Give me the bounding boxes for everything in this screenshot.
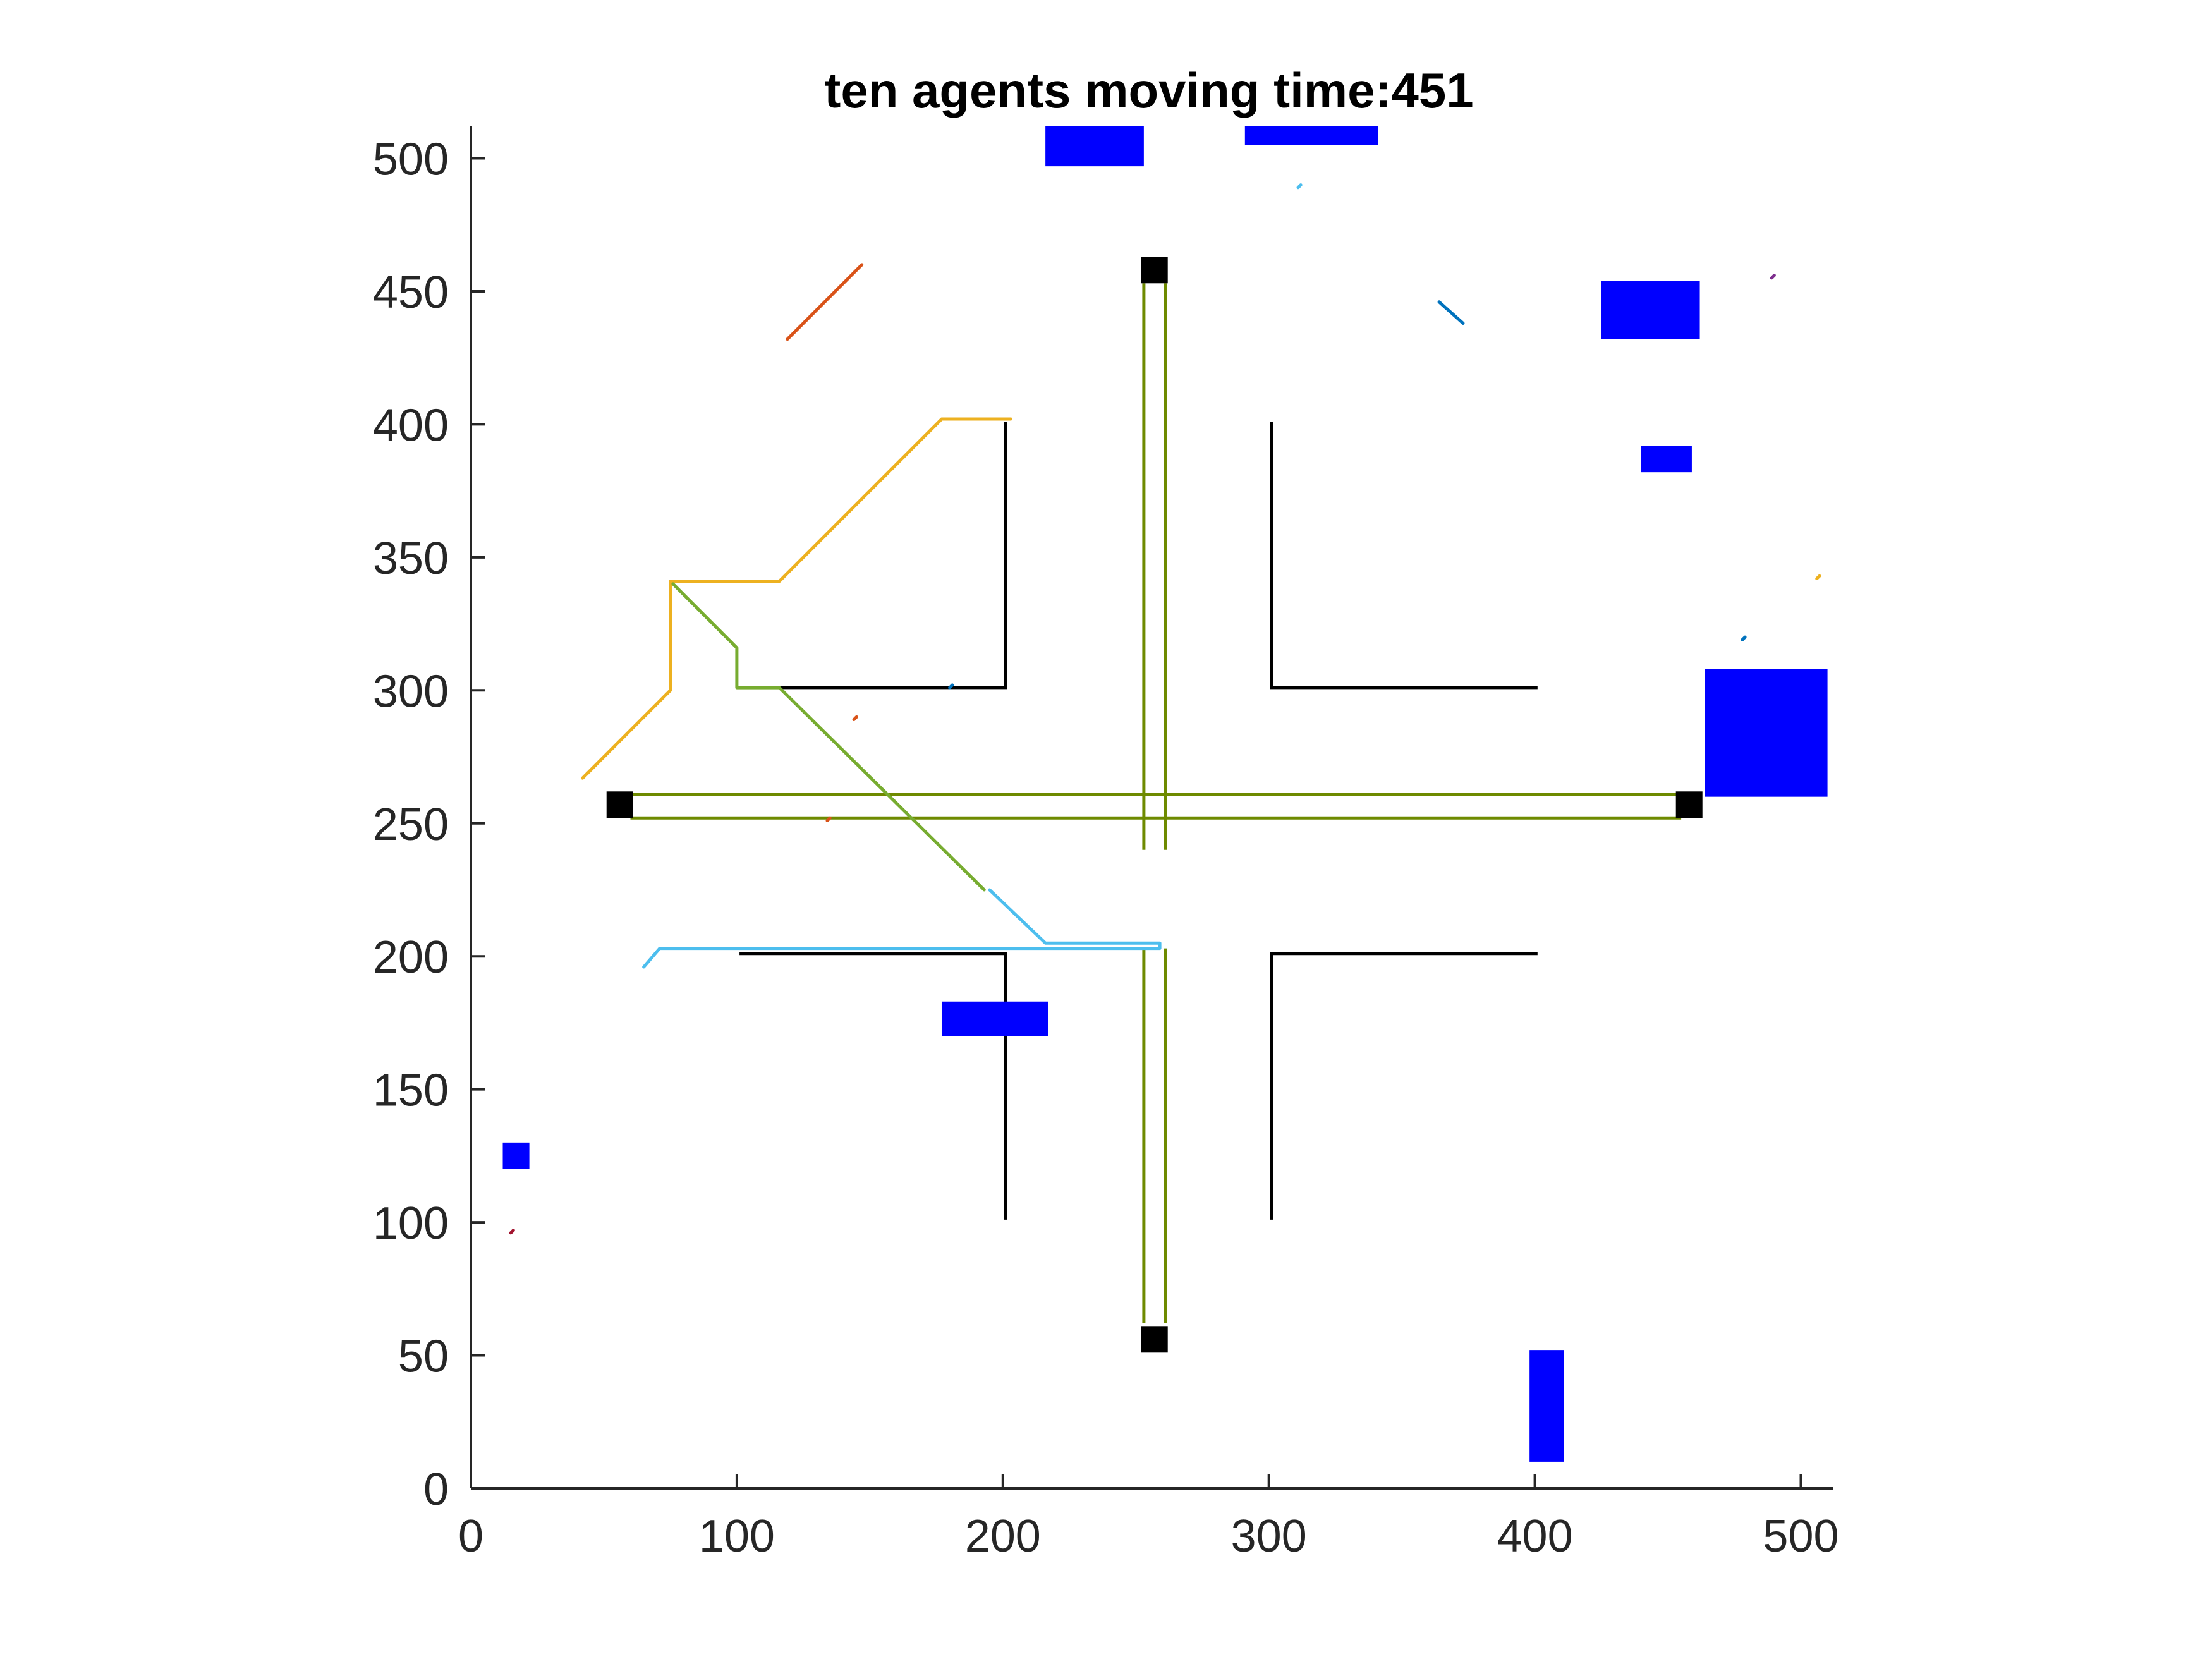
obstacle-center	[941, 1001, 1048, 1036]
y-tick-label: 250	[373, 799, 449, 850]
y-tick-label: 500	[373, 135, 449, 185]
x-tick-label: 0	[458, 1511, 483, 1562]
axes: 0 100 200 300 400 500 0 50 100 150 200 250 300 350 400…	[373, 126, 1839, 1562]
depot-west	[606, 791, 633, 818]
agent-path-8	[1815, 574, 1821, 580]
agent-path-11	[825, 816, 832, 822]
agent-path-4	[786, 263, 864, 341]
x-tick-label: 400	[1497, 1511, 1573, 1562]
obstacle-bottom	[1529, 1350, 1564, 1462]
road-layer	[630, 283, 1682, 1323]
obstacle-top-right	[1244, 126, 1378, 145]
agent-path-layer	[509, 183, 1821, 1235]
chart-title: ten agents moving time:451	[824, 63, 1473, 118]
y-tick-label: 450	[373, 267, 449, 318]
wall-lower-right	[1270, 952, 1538, 1220]
depot-south	[1141, 1326, 1168, 1353]
y-tick-label: 200	[373, 932, 449, 983]
y-tick-label: 50	[398, 1332, 449, 1382]
agent-path-6	[1296, 183, 1303, 190]
wall-layer	[739, 422, 1538, 1220]
y-tick-label: 100	[373, 1198, 449, 1249]
agent-path-2	[671, 582, 986, 892]
depot-layer	[606, 257, 1703, 1353]
obstacle-left-small	[502, 1142, 530, 1169]
x-tick-label: 500	[1763, 1511, 1838, 1562]
y-tick-label: 350	[373, 533, 449, 584]
agent-path-10	[852, 715, 858, 722]
obstacle-top-left	[1045, 126, 1144, 167]
agent-path-12	[509, 1229, 515, 1235]
wall-lower-left	[739, 952, 1007, 1220]
obstacle-upper-right	[1601, 281, 1700, 339]
x-tick-label: 300	[1231, 1511, 1307, 1562]
y-tick-label: 400	[373, 400, 449, 451]
agent-path-3	[642, 888, 1162, 969]
agent-path-7	[1770, 274, 1776, 280]
wall-upper-left	[739, 422, 1007, 690]
agent-path-1	[581, 417, 1012, 780]
y-tick-label: 150	[373, 1066, 449, 1116]
x-tick-label: 200	[965, 1511, 1041, 1562]
obstacle-layer	[502, 126, 1828, 1462]
obstacle-right-large	[1705, 669, 1828, 797]
y-tick-label: 300	[373, 666, 449, 717]
agent-path-5	[1437, 300, 1465, 325]
agent-path-9	[1741, 635, 1747, 641]
x-tick-label: 100	[699, 1511, 775, 1562]
y-tick-label: 0	[423, 1464, 449, 1515]
depot-east	[1675, 791, 1703, 818]
obstacle-small-right	[1641, 446, 1692, 473]
depot-north	[1141, 257, 1168, 284]
agent-path-13	[948, 683, 954, 690]
wall-upper-right	[1270, 422, 1538, 690]
